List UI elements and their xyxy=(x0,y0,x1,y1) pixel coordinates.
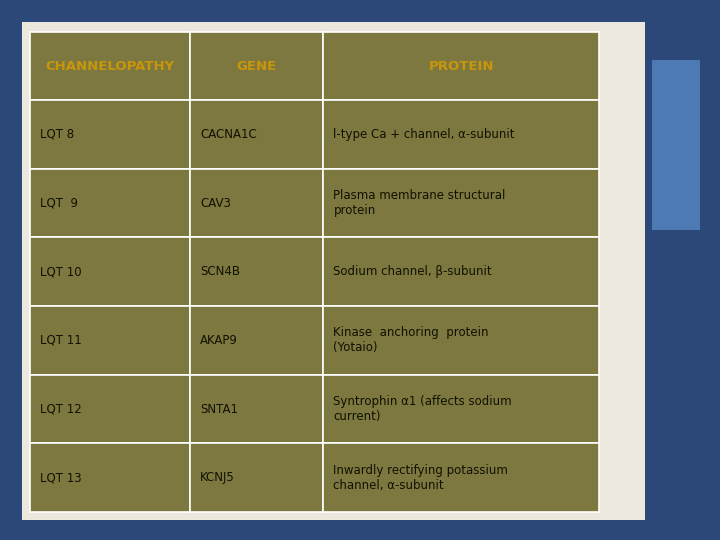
FancyBboxPatch shape xyxy=(323,100,599,168)
FancyBboxPatch shape xyxy=(323,306,599,375)
Text: GENE: GENE xyxy=(237,59,277,72)
Text: LQT 8: LQT 8 xyxy=(40,128,74,141)
FancyBboxPatch shape xyxy=(30,168,190,238)
FancyBboxPatch shape xyxy=(190,238,323,306)
FancyBboxPatch shape xyxy=(190,443,323,512)
Text: CACNA1C: CACNA1C xyxy=(200,128,257,141)
Text: LQT 13: LQT 13 xyxy=(40,471,81,484)
FancyBboxPatch shape xyxy=(190,375,323,443)
FancyBboxPatch shape xyxy=(30,100,190,168)
Text: CAV3: CAV3 xyxy=(200,197,231,210)
FancyBboxPatch shape xyxy=(30,375,190,443)
FancyBboxPatch shape xyxy=(190,32,323,100)
FancyBboxPatch shape xyxy=(30,32,190,100)
FancyBboxPatch shape xyxy=(30,443,190,512)
FancyBboxPatch shape xyxy=(323,32,599,100)
Text: SCN4B: SCN4B xyxy=(200,265,240,278)
Text: LQT 10: LQT 10 xyxy=(40,265,81,278)
FancyBboxPatch shape xyxy=(22,22,645,520)
Text: PROTEIN: PROTEIN xyxy=(428,59,494,72)
Text: SNTA1: SNTA1 xyxy=(200,402,238,415)
Text: LQT  9: LQT 9 xyxy=(40,197,78,210)
FancyBboxPatch shape xyxy=(323,168,599,238)
Text: l-type Ca + channel, α-subunit: l-type Ca + channel, α-subunit xyxy=(333,128,515,141)
FancyBboxPatch shape xyxy=(323,375,599,443)
FancyBboxPatch shape xyxy=(190,306,323,375)
Text: CHANNELOPATHY: CHANNELOPATHY xyxy=(45,59,175,72)
FancyBboxPatch shape xyxy=(190,100,323,168)
FancyBboxPatch shape xyxy=(652,60,700,230)
Text: Sodium channel, β-subunit: Sodium channel, β-subunit xyxy=(333,265,492,278)
FancyBboxPatch shape xyxy=(323,238,599,306)
FancyBboxPatch shape xyxy=(30,238,190,306)
Text: Plasma membrane structural
protein: Plasma membrane structural protein xyxy=(333,189,505,217)
Text: Kinase  anchoring  protein
(Yotaio): Kinase anchoring protein (Yotaio) xyxy=(333,326,489,354)
Text: AKAP9: AKAP9 xyxy=(200,334,238,347)
Text: LQT 12: LQT 12 xyxy=(40,402,82,415)
FancyBboxPatch shape xyxy=(30,306,190,375)
FancyBboxPatch shape xyxy=(190,168,323,238)
Text: LQT 11: LQT 11 xyxy=(40,334,82,347)
Text: Inwardly rectifying potassium
channel, α-subunit: Inwardly rectifying potassium channel, α… xyxy=(333,464,508,491)
Text: KCNJ5: KCNJ5 xyxy=(200,471,235,484)
FancyBboxPatch shape xyxy=(323,443,599,512)
Text: Syntrophin α1 (affects sodium
current): Syntrophin α1 (affects sodium current) xyxy=(333,395,512,423)
